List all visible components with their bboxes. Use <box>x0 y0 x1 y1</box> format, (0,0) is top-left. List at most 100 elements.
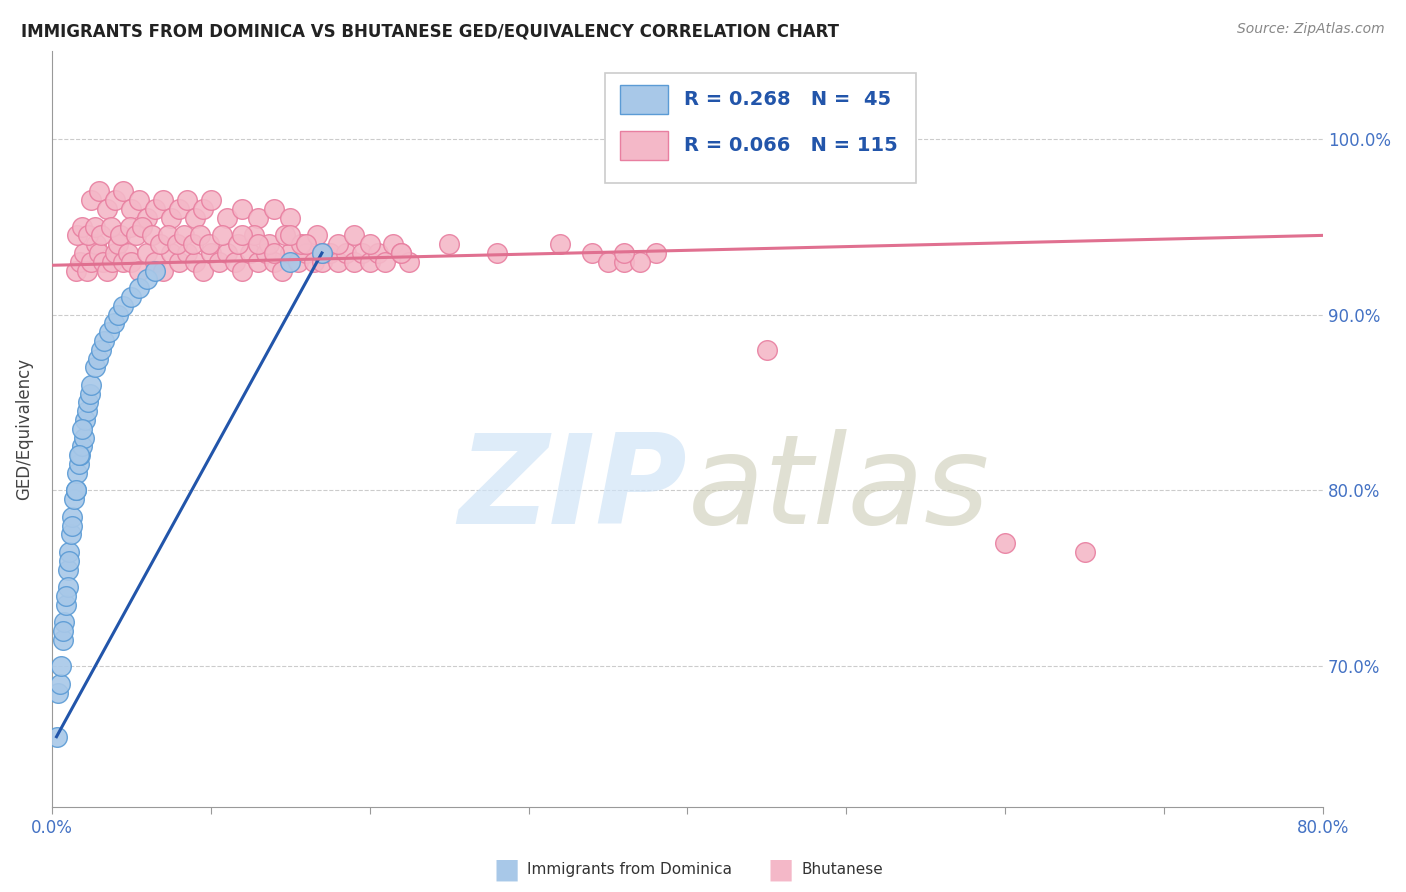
Point <box>66 466 89 480</box>
Point <box>90 228 112 243</box>
Point <box>90 343 112 357</box>
Point <box>359 254 381 268</box>
Point <box>101 254 124 268</box>
Point <box>136 211 159 225</box>
Point <box>247 211 270 225</box>
Point <box>596 254 619 268</box>
Point <box>278 211 301 225</box>
Point <box>79 386 101 401</box>
Point <box>628 254 651 268</box>
Point <box>59 527 82 541</box>
Point <box>89 246 111 260</box>
Point <box>52 632 75 647</box>
Point <box>311 254 333 268</box>
Point <box>63 492 86 507</box>
Point <box>613 254 636 268</box>
Point <box>211 228 233 243</box>
Point <box>326 237 349 252</box>
Point <box>239 246 262 260</box>
Point <box>644 246 666 260</box>
Point <box>45 730 67 744</box>
Point <box>83 219 105 234</box>
Text: Source: ZipAtlas.com: Source: ZipAtlas.com <box>1237 22 1385 37</box>
Point <box>382 237 405 252</box>
Point <box>278 246 301 260</box>
Point <box>581 246 603 260</box>
Point <box>77 228 100 243</box>
Point <box>994 536 1017 550</box>
Point <box>311 246 333 260</box>
Point <box>274 228 297 243</box>
Point <box>389 246 412 260</box>
Point <box>319 246 342 260</box>
Point <box>200 193 222 207</box>
Point <box>200 246 222 260</box>
Point <box>77 395 100 409</box>
Point <box>149 237 172 252</box>
Point <box>108 228 131 243</box>
Point <box>80 377 103 392</box>
Point <box>231 202 253 216</box>
Point <box>343 228 366 243</box>
Point <box>263 254 285 268</box>
Point <box>62 509 84 524</box>
Point <box>290 237 312 252</box>
Point <box>69 254 91 268</box>
Point <box>118 219 141 234</box>
Point <box>550 237 572 252</box>
Point <box>247 254 270 268</box>
Point <box>188 228 211 243</box>
Point <box>176 193 198 207</box>
Point <box>167 202 190 216</box>
Point <box>65 483 87 498</box>
Point <box>350 246 373 260</box>
Point <box>181 237 204 252</box>
Y-axis label: GED/Equivalency: GED/Equivalency <box>15 358 32 500</box>
Point <box>191 263 214 277</box>
Point <box>128 281 150 295</box>
Point <box>398 254 420 268</box>
Point <box>263 202 285 216</box>
Point <box>55 598 77 612</box>
Point <box>224 254 246 268</box>
Point <box>65 483 87 498</box>
Point <box>51 659 73 673</box>
Point <box>104 193 127 207</box>
Point <box>107 237 129 252</box>
Point <box>359 237 381 252</box>
Text: Bhutanese: Bhutanese <box>801 863 883 877</box>
Point <box>278 228 301 243</box>
Point <box>70 440 93 454</box>
Point <box>198 237 221 252</box>
Point <box>58 545 80 559</box>
Point <box>120 202 142 216</box>
Point <box>67 448 90 462</box>
Point <box>302 254 325 268</box>
Point <box>80 254 103 268</box>
Point <box>143 254 166 268</box>
Point <box>295 246 318 260</box>
Point <box>278 254 301 268</box>
Bar <box>620 131 668 160</box>
Point <box>437 237 460 252</box>
Point <box>75 413 97 427</box>
Point <box>70 422 93 436</box>
Point <box>343 254 366 268</box>
Text: R = 0.066   N = 115: R = 0.066 N = 115 <box>683 136 897 154</box>
Point <box>215 211 238 225</box>
Point <box>311 246 333 260</box>
Text: Immigrants from Dominica: Immigrants from Dominica <box>527 863 733 877</box>
Point <box>287 254 309 268</box>
Point <box>367 246 389 260</box>
Point <box>755 343 778 357</box>
Point <box>485 246 508 260</box>
Point <box>136 272 159 286</box>
Point <box>93 334 115 348</box>
Point <box>91 254 114 268</box>
Point <box>242 228 264 243</box>
Point <box>48 677 70 691</box>
Point <box>84 237 107 252</box>
Point <box>184 211 207 225</box>
FancyBboxPatch shape <box>605 73 917 183</box>
Point <box>207 254 229 268</box>
